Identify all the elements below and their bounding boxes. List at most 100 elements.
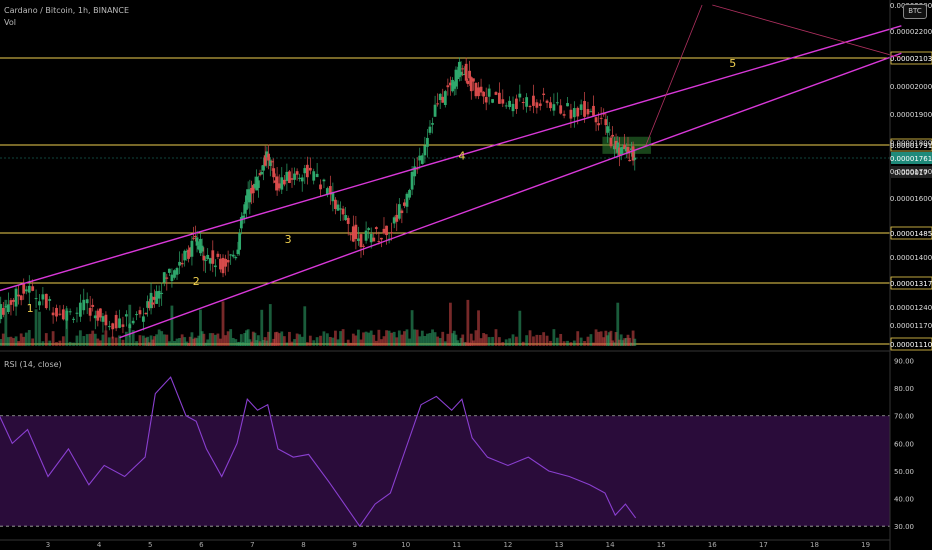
time-tick-label: 19 bbox=[861, 541, 870, 549]
candle-body bbox=[253, 183, 257, 188]
volume-bar bbox=[390, 332, 394, 346]
volume-bar bbox=[341, 329, 345, 346]
volume-bar bbox=[188, 336, 192, 346]
volume-bar bbox=[295, 333, 299, 346]
candle-body bbox=[135, 314, 138, 316]
volume-bar bbox=[405, 329, 409, 346]
candle-body bbox=[149, 292, 153, 309]
volume-bar bbox=[469, 333, 473, 346]
volume-bar bbox=[592, 342, 595, 346]
candle-body bbox=[528, 106, 532, 108]
volume-bar bbox=[472, 340, 475, 346]
candle-body bbox=[280, 177, 284, 190]
volume-bar bbox=[555, 337, 559, 346]
currency-badge[interactable]: BTC bbox=[903, 4, 927, 19]
candle-body bbox=[572, 108, 576, 118]
volume-bar bbox=[153, 336, 156, 346]
candle-body bbox=[282, 179, 286, 185]
candle-body bbox=[241, 215, 245, 218]
candle-body bbox=[245, 195, 248, 210]
volume-bar bbox=[272, 338, 276, 346]
volume-bar bbox=[277, 333, 281, 346]
time-tick-label: 12 bbox=[503, 541, 512, 549]
candle-body bbox=[331, 192, 335, 202]
candle-body bbox=[295, 171, 299, 175]
volume-bar bbox=[265, 340, 269, 346]
candle-body bbox=[308, 167, 312, 171]
volume-bar bbox=[369, 330, 373, 346]
volume-bar bbox=[515, 336, 518, 346]
candle-body bbox=[369, 233, 373, 243]
volume-bar bbox=[165, 334, 169, 346]
candle-body bbox=[628, 159, 632, 162]
candle-body bbox=[121, 324, 125, 327]
candle-body bbox=[354, 224, 358, 240]
candle-body bbox=[362, 245, 365, 247]
volume-bar bbox=[72, 342, 75, 346]
candle-body bbox=[114, 314, 118, 329]
candle-body bbox=[236, 249, 240, 255]
candle-body bbox=[248, 190, 252, 203]
wave-label: 4 bbox=[458, 150, 465, 163]
volume-bar bbox=[14, 336, 18, 346]
price-level-label: 0.00001485 bbox=[890, 230, 932, 238]
volume-bar bbox=[532, 336, 535, 346]
projection-line-up bbox=[645, 4, 703, 146]
volume-bar bbox=[359, 339, 363, 346]
candle-body bbox=[487, 88, 491, 97]
volume-bar bbox=[258, 341, 262, 346]
price-level-badge bbox=[890, 138, 932, 152]
volume-bar bbox=[628, 337, 632, 346]
candle-body bbox=[599, 117, 603, 119]
volume-bar bbox=[466, 299, 470, 346]
rsi-tick-label: 40.00 bbox=[894, 496, 914, 504]
price-level-label: 0.00001110 bbox=[890, 341, 932, 349]
candle-body bbox=[24, 289, 28, 292]
volume-bar bbox=[572, 340, 576, 346]
volume-bar bbox=[224, 335, 227, 346]
time-tick-label: 15 bbox=[657, 541, 666, 549]
candle-body bbox=[538, 103, 542, 106]
volume-bar bbox=[380, 339, 383, 346]
volume-bar bbox=[535, 334, 539, 346]
time-tick-label: 11 bbox=[452, 541, 461, 549]
candle-body bbox=[607, 129, 611, 131]
volume-bar bbox=[151, 339, 155, 346]
volume-bar bbox=[131, 330, 135, 346]
volume-bar bbox=[162, 334, 166, 346]
candle-body bbox=[165, 277, 169, 279]
price-tick-label: 0.00001800 bbox=[890, 139, 932, 147]
candle-body bbox=[552, 104, 556, 111]
candle-body bbox=[141, 316, 145, 322]
candle-body bbox=[423, 145, 427, 156]
volume-bar bbox=[305, 342, 309, 346]
candle-body bbox=[518, 93, 522, 98]
candle-body bbox=[413, 166, 417, 177]
candle-body bbox=[631, 146, 635, 161]
candle-body bbox=[511, 103, 515, 112]
volume-bar bbox=[251, 331, 255, 346]
candle-body bbox=[484, 96, 488, 103]
volume-bar bbox=[187, 342, 190, 346]
volume-bar bbox=[124, 331, 128, 346]
volume-bar bbox=[562, 341, 566, 346]
candle-body bbox=[38, 301, 41, 306]
volume-bar bbox=[583, 340, 586, 346]
volume-bar bbox=[606, 335, 609, 346]
volume-bar bbox=[463, 342, 466, 346]
volume-bar bbox=[436, 336, 440, 346]
volume-bar bbox=[248, 339, 252, 346]
volume-bar bbox=[349, 342, 353, 346]
candle-body bbox=[146, 301, 150, 308]
candle-body bbox=[351, 226, 355, 242]
volume-bar bbox=[51, 331, 55, 346]
volume-bar bbox=[468, 342, 471, 346]
price-tick-label: 0.00001900 bbox=[890, 111, 932, 119]
candle-body bbox=[195, 237, 199, 246]
volume-bar bbox=[61, 336, 65, 346]
volume-bar bbox=[491, 336, 494, 346]
candle-body bbox=[451, 79, 454, 92]
volume-bar bbox=[408, 338, 411, 346]
candle-body bbox=[339, 208, 342, 210]
